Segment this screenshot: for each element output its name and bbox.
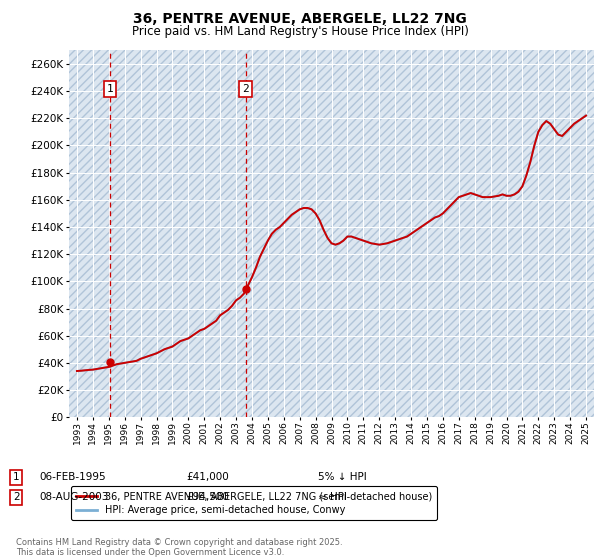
Text: 2: 2 xyxy=(242,84,249,94)
Text: 08-AUG-2003: 08-AUG-2003 xyxy=(39,492,109,502)
Text: ≈ HPI: ≈ HPI xyxy=(318,492,347,502)
Text: Contains HM Land Registry data © Crown copyright and database right 2025.
This d: Contains HM Land Registry data © Crown c… xyxy=(16,538,343,557)
Text: 06-FEB-1995: 06-FEB-1995 xyxy=(39,472,106,482)
Text: 36, PENTRE AVENUE, ABERGELE, LL22 7NG: 36, PENTRE AVENUE, ABERGELE, LL22 7NG xyxy=(133,12,467,26)
Text: £41,000: £41,000 xyxy=(186,472,229,482)
Text: 2: 2 xyxy=(13,492,20,502)
Text: 1: 1 xyxy=(13,472,20,482)
Text: 5% ↓ HPI: 5% ↓ HPI xyxy=(318,472,367,482)
Text: Price paid vs. HM Land Registry's House Price Index (HPI): Price paid vs. HM Land Registry's House … xyxy=(131,25,469,38)
Legend: 36, PENTRE AVENUE, ABERGELE, LL22 7NG (semi-detached house), HPI: Average price,: 36, PENTRE AVENUE, ABERGELE, LL22 7NG (s… xyxy=(71,486,437,520)
Text: £94,500: £94,500 xyxy=(186,492,229,502)
Text: 1: 1 xyxy=(107,84,113,94)
